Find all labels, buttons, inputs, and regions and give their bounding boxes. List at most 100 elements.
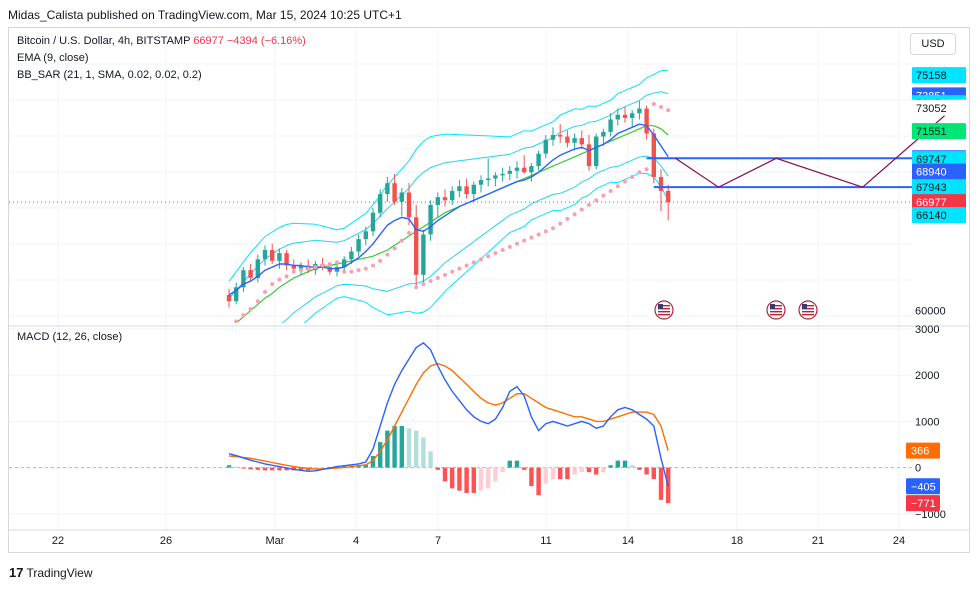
candle-body	[392, 183, 397, 202]
macd-histogram-bar	[486, 467, 491, 489]
candle-body	[457, 186, 462, 191]
macd-histogram-bar	[550, 467, 556, 480]
sar-dot	[522, 238, 527, 243]
macd-histogram-bar	[342, 465, 347, 468]
price-axis-badge: 75158	[912, 67, 966, 84]
bollinger-band-line	[303, 172, 669, 323]
flag-stripe	[770, 308, 782, 310]
time-axis-tick-label: 18	[731, 535, 743, 547]
sar-dot	[414, 285, 419, 290]
bollinger-band-line	[228, 69, 669, 282]
macd-histogram-bar	[406, 428, 412, 468]
sar-dot	[277, 277, 282, 282]
macd-histogram-bar	[529, 467, 534, 487]
ema-line	[228, 123, 669, 296]
macd-axis-tick-label: 2000	[915, 370, 939, 382]
candle-body	[262, 249, 268, 260]
time-axis-tick-label: 14	[622, 535, 634, 547]
candles	[226, 100, 671, 308]
sar-dot	[356, 268, 361, 273]
sar-dot	[270, 282, 275, 287]
macd-histogram-bar	[637, 467, 642, 470]
flag-stripe	[658, 308, 670, 310]
macd-histogram-bar	[356, 465, 361, 468]
candle-body	[284, 253, 289, 266]
time-axis-tick-label: 22	[52, 535, 64, 547]
flag-canton	[658, 304, 663, 309]
macd-histogram-bar	[522, 467, 527, 470]
flag-canton	[770, 304, 775, 309]
sar-dot	[284, 274, 289, 279]
macd-histogram-bar	[500, 467, 505, 473]
sar-dot	[457, 266, 462, 271]
candle-body	[327, 267, 332, 272]
flag-stripe	[658, 311, 670, 313]
macd-histogram-bar	[262, 467, 268, 471]
sar-dot	[558, 221, 563, 226]
price-axis-badge: 69747	[912, 151, 966, 168]
brand-name: TradingView	[26, 565, 93, 580]
sar-dot	[471, 260, 476, 265]
candle-body	[514, 167, 520, 171]
price-badge-bg	[912, 151, 966, 168]
macd-histogram-bar	[442, 467, 448, 482]
currency-button[interactable]: USD	[910, 33, 956, 55]
flag-stripe	[770, 305, 782, 307]
candle-body	[414, 217, 419, 275]
flag-stripe	[658, 314, 670, 316]
sar-dot	[435, 275, 440, 280]
legend-symbol: Bitcoin / U.S. Dollar, 4h, BITSTAMP	[17, 35, 191, 47]
legend-ema[interactable]: EMA (9, close)	[17, 52, 89, 64]
macd-histogram-bar	[493, 467, 498, 482]
price-axis-badge: 67943	[912, 179, 966, 196]
price-badge-text: 75158	[916, 70, 947, 82]
candle-body	[543, 139, 548, 154]
price-badge-text: 66977	[916, 197, 947, 209]
sar-dot	[371, 263, 375, 268]
bollinger-bands	[228, 69, 669, 323]
tradingview-brand[interactable]: 17 TradingView	[9, 565, 93, 580]
time-axis-tick-label: 11	[540, 535, 551, 547]
price-badge-bg	[912, 163, 966, 180]
sar-dot	[443, 272, 447, 277]
macd-histogram-bar	[478, 467, 484, 491]
sar-dot	[428, 279, 433, 284]
sar-dot	[335, 260, 339, 265]
macd-badge-bg	[906, 495, 940, 512]
candle-body	[644, 108, 649, 134]
bollinger-band-line	[281, 155, 669, 323]
sar-dot	[608, 188, 613, 193]
macd-histogram-bar	[450, 467, 455, 489]
macd-histogram-bar	[464, 467, 469, 493]
flag-stripe	[770, 311, 782, 313]
legend-change: −4394 (−6.16%)	[226, 35, 306, 47]
macd-histogram-bar	[234, 466, 239, 468]
sar-dot	[248, 307, 253, 312]
legend-price: 66977	[193, 35, 224, 47]
candle-body	[270, 249, 275, 261]
macd-axis-badge: 366	[906, 442, 940, 459]
price-axis-tick-label: 60000	[915, 306, 946, 318]
flag-stripe	[658, 305, 670, 307]
macd-histogram-bar	[226, 465, 232, 468]
legend-sar[interactable]: BB_SAR (21, 1, SMA, 0.02, 0.02, 0.2)	[17, 69, 202, 81]
legend-macd[interactable]: MACD (12, 26, close)	[17, 331, 123, 343]
candle-body	[464, 186, 469, 195]
flag-ring	[798, 300, 818, 320]
sar-dot	[234, 319, 239, 323]
macd-histogram-bar	[471, 467, 476, 493]
price-axis-badge: 66140	[912, 207, 966, 224]
sar-dot	[306, 266, 311, 271]
sar-dot	[378, 258, 383, 263]
sar-dots	[234, 101, 671, 323]
macd-axis-badge: −405	[906, 478, 940, 495]
candle-body	[342, 259, 347, 268]
macd-badge-bg	[906, 442, 940, 459]
price-badge-bg	[912, 207, 966, 224]
chart-frame	[8, 27, 970, 553]
price-badge-text: 73052	[916, 103, 947, 115]
candle-body	[622, 114, 628, 118]
candle-body	[406, 192, 412, 218]
candle-body	[586, 144, 592, 167]
